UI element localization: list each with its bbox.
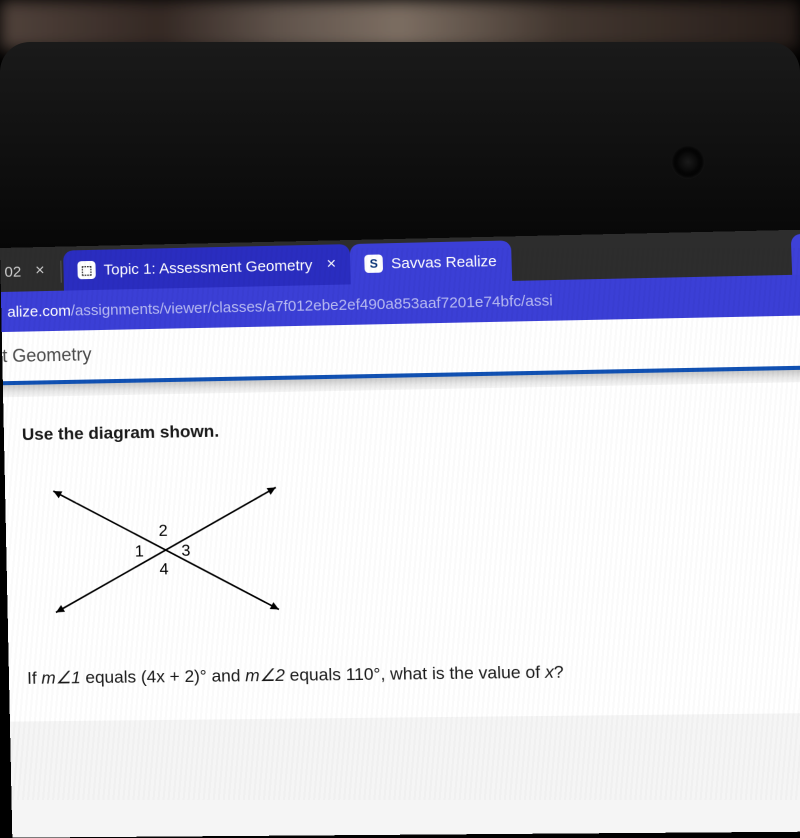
url-host: alize.com	[7, 302, 71, 320]
tab-overflow[interactable]: ×	[791, 233, 800, 274]
tab-label: 02	[4, 263, 21, 280]
page-content: t Geometry Use the diagram shown. 1234 I…	[2, 315, 800, 837]
url-path: /assignments/viewer/classes/a7f012ebe2ef…	[71, 292, 553, 319]
tab-assessment-geometry[interactable]: ⬚ Topic 1: Assessment Geometry ×	[63, 244, 351, 291]
diagram-svg: 1234	[33, 467, 300, 633]
close-icon[interactable]: ×	[35, 262, 45, 280]
browser-window: 02 × ⬚ Topic 1: Assessment Geometry × S …	[0, 229, 800, 805]
webcam	[671, 145, 705, 179]
svg-text:4: 4	[159, 561, 169, 578]
breadcrumb-text: t Geometry	[2, 344, 92, 366]
doc-icon: ⬚	[77, 261, 95, 279]
vertical-angles-diagram: 1234	[33, 458, 800, 638]
tab-divider	[60, 261, 61, 283]
svg-text:1: 1	[135, 543, 145, 560]
tab-savvas-realize[interactable]: S Savvas Realize	[350, 240, 512, 284]
problem-panel: Use the diagram shown. 1234 If m∠1 equal…	[3, 382, 800, 722]
problem-prompt: Use the diagram shown.	[22, 411, 800, 445]
savvas-icon: S	[364, 254, 383, 273]
tab-unknown-truncated[interactable]: 02 ×	[0, 251, 59, 292]
svg-text:2: 2	[158, 523, 168, 540]
problem-question: If m∠1 equals (4x + 2)° and m∠2 equals 1…	[27, 659, 800, 689]
tab-label: Savvas Realize	[391, 252, 497, 272]
tab-label: Topic 1: Assessment Geometry	[103, 257, 312, 279]
close-icon[interactable]: ×	[326, 255, 336, 273]
svg-text:3: 3	[181, 543, 191, 560]
